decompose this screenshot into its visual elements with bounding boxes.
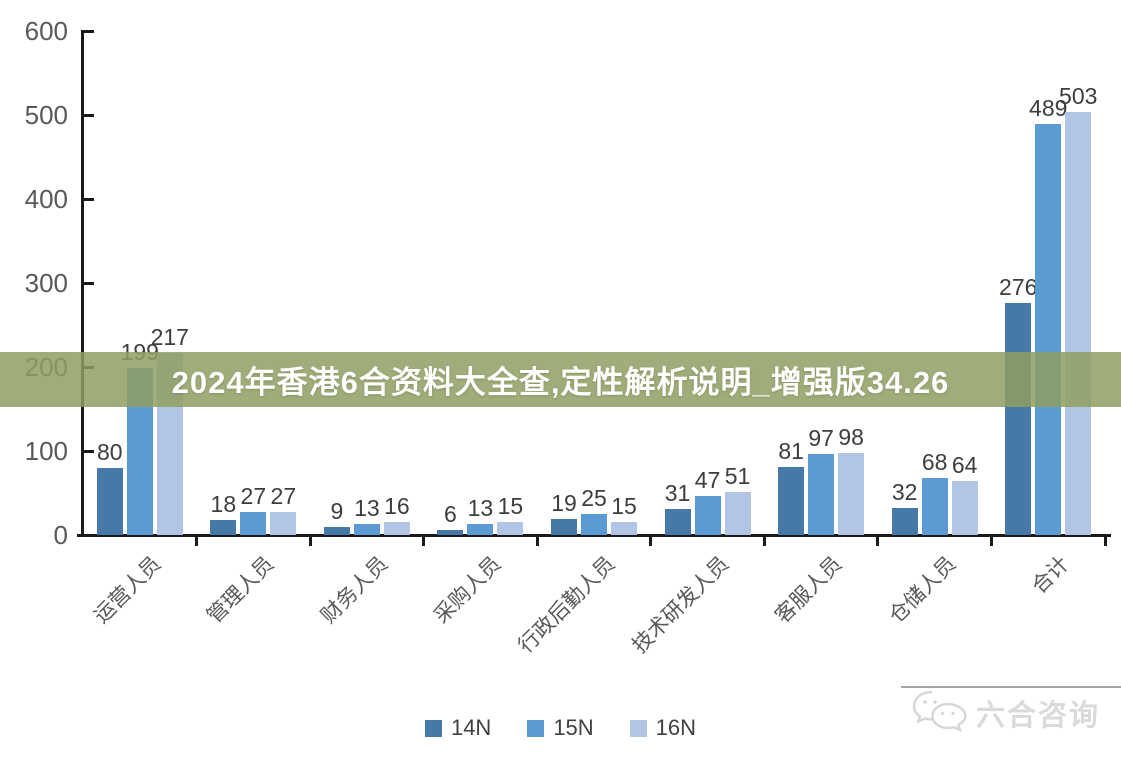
legend-label: 16N — [655, 715, 697, 740]
bar-15N-仓储人员 — [921, 477, 948, 535]
category-label: 仓储人员 — [884, 552, 961, 628]
y-axis-tick-label: 300 — [24, 268, 68, 298]
x-axis-line — [77, 534, 1111, 537]
bar-14N-采购人员 — [437, 529, 464, 535]
bar-value-label: 64 — [951, 452, 978, 479]
bar-16N-仓储人员 — [951, 481, 978, 535]
watermark: 六合咨询 — [912, 690, 1100, 736]
bar-value-label: 32 — [891, 479, 918, 506]
category-label: 采购人员 — [430, 552, 507, 628]
bar-value-label: 217 — [150, 323, 189, 350]
y-axis-tick-mark — [84, 197, 94, 201]
bar-14N-运营人员 — [96, 467, 123, 535]
bar-value-label: 27 — [240, 483, 267, 510]
bar-value-label: 68 — [921, 448, 948, 475]
bar-14N-合计 — [1005, 303, 1032, 535]
category-label: 技术研发人员 — [627, 552, 734, 658]
bar-15N-行政后勤人员 — [581, 514, 607, 535]
bar-value-label: 13 — [354, 495, 380, 522]
bar-value-label: 27 — [270, 483, 297, 510]
bar-14N-管理人员 — [210, 519, 237, 535]
x-axis-tick-mark — [762, 537, 766, 546]
bar-15N-客服人员 — [808, 453, 835, 535]
bar-16N-客服人员 — [838, 452, 865, 535]
y-axis-tick-label: 100 — [24, 436, 68, 466]
wechat-chat-bubbles-icon — [912, 690, 968, 736]
bar-16N-采购人员 — [497, 522, 524, 535]
x-axis-tick-mark — [535, 537, 539, 546]
bar-value-label: 16 — [384, 492, 410, 519]
legend-swatch-icon — [424, 719, 442, 737]
bar-16N-行政后勤人员 — [611, 522, 637, 535]
watermark-text: 六合咨询 — [976, 700, 1101, 732]
y-axis-tick-mark — [84, 449, 94, 453]
legend-swatch-icon — [527, 719, 545, 737]
legend-swatch-icon — [629, 719, 647, 737]
bar-value-label: 18 — [210, 490, 237, 517]
bar-15N-管理人员 — [240, 512, 267, 535]
bar-value-label: 81 — [778, 437, 804, 464]
bar-14N-客服人员 — [778, 466, 805, 535]
bar-value-label: 80 — [96, 438, 123, 465]
bar-value-label: 9 — [330, 498, 344, 525]
x-axis-tick-mark — [649, 537, 653, 546]
bar-14N-财务人员 — [323, 527, 350, 535]
bar-15N-财务人员 — [353, 524, 380, 535]
x-axis-tick-mark — [308, 537, 312, 546]
category-label: 合计 — [1027, 552, 1074, 599]
x-axis-tick-mark — [1103, 537, 1107, 546]
bar-16N-管理人员 — [270, 512, 297, 535]
watermark-divider-line — [901, 686, 1121, 688]
bar-value-label: 503 — [1059, 83, 1098, 110]
bar-16N-合计 — [1065, 112, 1092, 535]
bar-value-label: 97 — [808, 424, 834, 451]
bar-15N-采购人员 — [467, 524, 494, 535]
bar-value-label: 13 — [467, 495, 494, 522]
y-axis-tick-mark — [84, 113, 94, 117]
legend-item-14N: 14N — [424, 715, 492, 741]
bar-value-label: 19 — [551, 490, 577, 517]
overlay-banner: 2024年香港6合资料大全查,定性解析说明_增强版34.26 — [0, 352, 1121, 407]
bar-value-label: 31 — [664, 479, 691, 506]
bar-value-label: 489 — [1029, 95, 1068, 122]
bar-value-label: 51 — [724, 463, 751, 490]
bar-value-label: 47 — [694, 466, 721, 493]
category-label: 管理人员 — [203, 552, 279, 628]
category-label: 运营人员 — [89, 552, 166, 628]
bar-value-label: 6 — [444, 500, 457, 527]
x-axis-tick-mark — [422, 537, 426, 546]
bar-value-label: 15 — [611, 493, 637, 520]
bar-value-label: 98 — [838, 423, 864, 450]
overlay-banner-text: 2024年香港6合资料大全查,定性解析说明_增强版34.26 — [171, 365, 950, 400]
bar-value-label: 25 — [581, 485, 607, 511]
bar-15N-合计 — [1035, 124, 1062, 535]
legend-item-16N: 16N — [629, 715, 697, 741]
bar-16N-财务人员 — [383, 521, 410, 535]
bar-value-label: 15 — [497, 493, 524, 520]
y-axis-tick-label: 400 — [24, 184, 68, 214]
y-axis-tick-label: 0 — [53, 520, 68, 550]
legend: 14N 15N 16N — [0, 715, 1121, 741]
y-axis-tick-mark — [84, 281, 94, 285]
bar-15N-技术研发人员 — [694, 495, 721, 535]
y-axis-tick-label: 500 — [24, 100, 68, 130]
category-label: 行政后勤人员 — [514, 552, 620, 658]
y-axis-line — [81, 30, 84, 537]
x-axis-tick-mark — [876, 537, 880, 546]
category-label: 财务人员 — [316, 552, 393, 628]
bar-value-label: 276 — [999, 274, 1038, 301]
bar-16N-技术研发人员 — [724, 492, 751, 535]
legend-item-15N: 15N — [527, 715, 594, 741]
y-axis-tick-mark — [84, 29, 94, 33]
legend-label: 15N — [553, 715, 594, 740]
category-label: 客服人员 — [771, 552, 847, 628]
bar-14N-行政后勤人员 — [551, 519, 577, 535]
x-axis-tick-mark — [989, 537, 993, 546]
bar-14N-仓储人员 — [891, 508, 918, 535]
x-axis-tick-mark — [195, 537, 199, 546]
legend-label: 14N — [450, 715, 492, 740]
y-axis-tick-label: 600 — [24, 16, 68, 46]
bar-14N-技术研发人员 — [664, 508, 691, 535]
